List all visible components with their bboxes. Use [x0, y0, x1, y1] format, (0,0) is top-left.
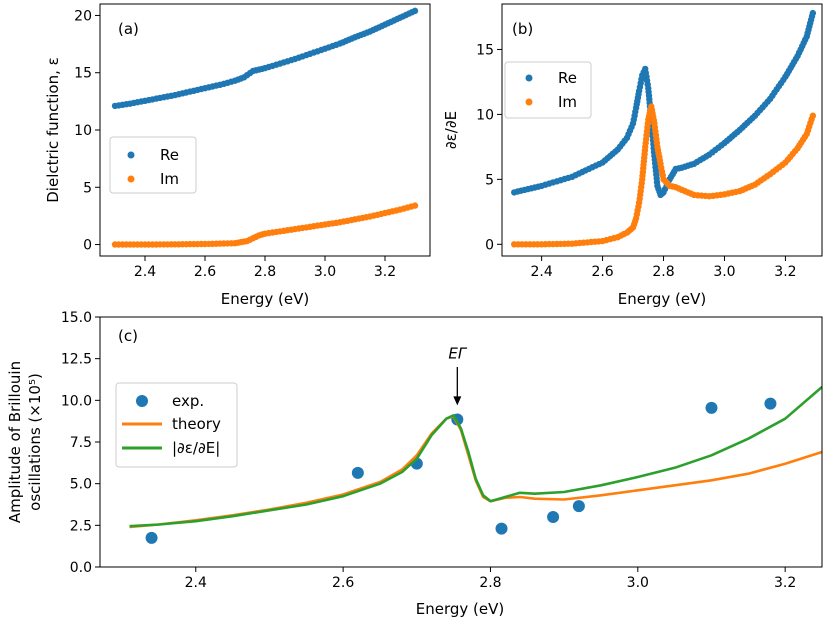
- panel-a: 2.4 2.6 2.8 3.0 3.2 0 5 10 15 20 (a) Energy (eV)…: [44, 3, 431, 308]
- data-point-im: [809, 112, 817, 119]
- y-tick-label: 5: [83, 180, 92, 196]
- panel-b-yticks: 0 5 10 15: [476, 42, 502, 253]
- data-point-re: [411, 7, 419, 15]
- data-point-exp: [547, 511, 560, 523]
- y-tick-label: 12.5: [61, 352, 92, 368]
- x-tick-label: 3.0: [314, 264, 336, 280]
- legend-label-im: Im: [160, 170, 179, 188]
- x-tick-label: 2.8: [652, 264, 674, 280]
- legend-label-exp: exp.: [172, 392, 204, 410]
- y-tick-label: 0: [485, 237, 494, 253]
- x-tick-label: 3.0: [627, 575, 649, 591]
- data-point-exp: [495, 522, 508, 535]
- y-tick-label: 0: [83, 238, 92, 254]
- panel-b-label: (b): [512, 20, 533, 38]
- panel-a-ylabel: Dielctric function, ε: [44, 57, 62, 203]
- y-tick-label: 2.5: [70, 518, 92, 534]
- data-point-exp: [145, 531, 158, 544]
- x-tick-label: 3.2: [774, 264, 796, 280]
- x-tick-label: 3.2: [774, 575, 796, 591]
- legend-label-deriv: |∂ε/∂E|: [172, 439, 220, 457]
- panel-a-yticks: 0 5 10 15 20: [74, 8, 100, 254]
- panel-b-xticks: 2.4 2.6 2.8 3.0 3.2: [530, 256, 797, 280]
- panel-a-frame: [99, 3, 431, 257]
- panel-a-marks: [111, 7, 419, 248]
- panel-a-legend-box: [109, 136, 197, 194]
- x-tick-label: 2.4: [185, 575, 207, 591]
- data-point-re: [809, 9, 817, 17]
- x-tick-label: 3.2: [374, 264, 396, 280]
- panel-c-label: (c): [118, 327, 138, 345]
- panel-c-xlabel: Energy (eV): [416, 600, 504, 618]
- panel-a-xlabel: Energy (eV): [221, 290, 309, 308]
- panel-c-ylabel-line1: Amplitude of Brillouin: [6, 361, 24, 523]
- panel-a-label: (a): [118, 20, 139, 38]
- y-tick-label: 0.0: [70, 560, 92, 576]
- x-tick-label: 2.6: [591, 264, 613, 280]
- y-tick-label: 15.0: [61, 310, 92, 326]
- y-tick-label: 20: [74, 8, 92, 24]
- annotation-egamma: EΓ: [448, 345, 468, 406]
- x-tick-label: 2.4: [134, 264, 156, 280]
- x-tick-label: 2.6: [332, 575, 354, 591]
- panel-b-xlabel: Energy (eV): [618, 290, 706, 308]
- annotation-egamma-label: EΓ: [448, 345, 467, 363]
- series-line-deriv: [129, 386, 823, 528]
- legend-label-im: Im: [558, 93, 577, 111]
- legend-marker-re: [525, 74, 533, 82]
- y-tick-label: 5.0: [70, 477, 92, 493]
- y-tick-label: 5: [485, 172, 494, 188]
- legend-marker-im: [127, 175, 135, 183]
- y-tick-label: 10: [74, 123, 92, 139]
- legend-label-theory: theory: [172, 415, 221, 433]
- panel-a-xticks: 2.4 2.6 2.8 3.0 3.2: [134, 256, 396, 280]
- panel-b-marks: [511, 9, 817, 248]
- data-point-exp: [351, 466, 364, 479]
- y-tick-label: 7.5: [70, 435, 92, 451]
- panel-b: 2.4 2.6 2.8 3.0 3.2 0 5 10 15 (b) Energy (eV) ∂…: [442, 3, 823, 308]
- x-tick-label: 2.6: [194, 264, 216, 280]
- data-point-exp: [764, 397, 777, 410]
- x-tick-label: 2.4: [530, 264, 552, 280]
- data-point-im: [411, 202, 419, 209]
- y-tick-label: 15: [74, 66, 92, 82]
- annotation-arrow-head: [453, 396, 462, 406]
- y-tick-label: 10: [476, 107, 494, 123]
- legend-marker-im: [525, 98, 533, 106]
- x-tick-label: 3.0: [713, 264, 735, 280]
- legend-marker-re: [127, 151, 135, 159]
- panel-c: 2.4 2.6 2.8 3.0 3.2 0.0 2.5 5.0 7.5 10.0 12.5 15.0…: [6, 310, 823, 618]
- panel-c-ylabel-line2: oscillations (×10⁵): [26, 373, 44, 511]
- panel-c-xticks: 2.4 2.6 2.8 3.0 3.2: [185, 567, 796, 591]
- panel-b-legend: Re Im: [504, 61, 592, 119]
- x-tick-label: 2.8: [254, 264, 276, 280]
- panel-c-legend: exp. theory |∂ε/∂E|: [115, 382, 238, 468]
- data-point-exp: [572, 500, 585, 513]
- data-point-exp: [705, 401, 718, 414]
- panel-a-legend: Re Im: [109, 136, 197, 194]
- legend-label-re: Re: [160, 146, 179, 164]
- panel-b-legend-box: [504, 61, 592, 119]
- legend-marker-exp: [136, 395, 148, 407]
- y-tick-label: 10.0: [61, 393, 92, 409]
- panel-c-yticks: 0.0 2.5 5.0 7.5 10.0 12.5 15.0: [61, 310, 100, 576]
- legend-label-re: Re: [558, 69, 577, 87]
- panel-b-frame: [501, 3, 823, 257]
- panel-b-ylabel: ∂ε/∂E: [442, 111, 460, 149]
- x-tick-label: 2.8: [479, 575, 501, 591]
- panel-c-marks: [129, 386, 823, 544]
- y-tick-label: 15: [476, 42, 494, 58]
